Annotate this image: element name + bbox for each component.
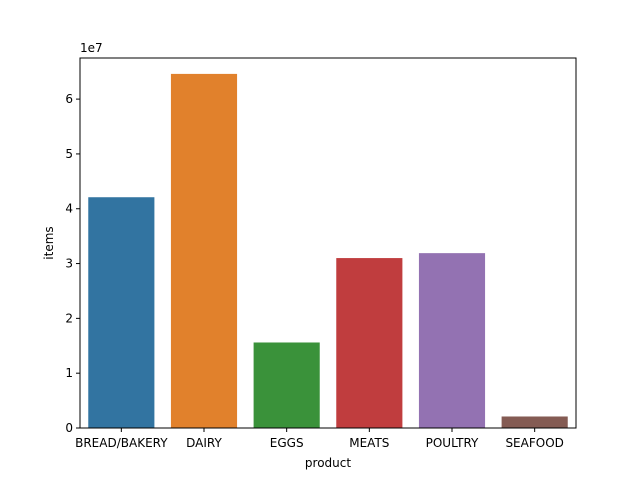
y-tick-label: 6 [65, 92, 73, 106]
bar-bread-bakery [88, 197, 155, 428]
y-tick-label: 4 [65, 202, 73, 216]
y-ticks-group: 0 1 2 3 4 5 6 [65, 92, 80, 435]
x-axis-label: product [305, 456, 351, 470]
x-tick-label: BREAD/BAKERY [75, 436, 168, 450]
y-tick-label: 2 [65, 311, 73, 325]
y-axis-label: items [42, 226, 56, 259]
bars-group [88, 73, 568, 428]
plot-frame [79, 57, 577, 429]
bar-eggs [253, 342, 320, 428]
bar-dairy [170, 73, 238, 428]
y-tick-label: 1 [65, 366, 73, 380]
x-tick-label: DAIRY [186, 436, 222, 450]
x-tick-label: SEAFOOD [505, 436, 563, 450]
bar-meats [336, 258, 403, 428]
bar-seafood [501, 416, 568, 428]
y-offset-label: 1e7 [80, 41, 103, 55]
x-tick-label: POULTRY [426, 436, 479, 450]
y-tick-label: 0 [65, 421, 73, 435]
y-tick-label: 5 [65, 147, 73, 161]
bar-poultry [418, 253, 486, 428]
x-tick-label: MEATS [349, 436, 389, 450]
y-tick-label: 3 [65, 257, 73, 271]
x-tick-label: EGGS [270, 436, 304, 450]
x-ticks-group: BREAD/BAKERY DAIRY EGGS MEATS POULTRY SEAFOOD [75, 428, 564, 450]
